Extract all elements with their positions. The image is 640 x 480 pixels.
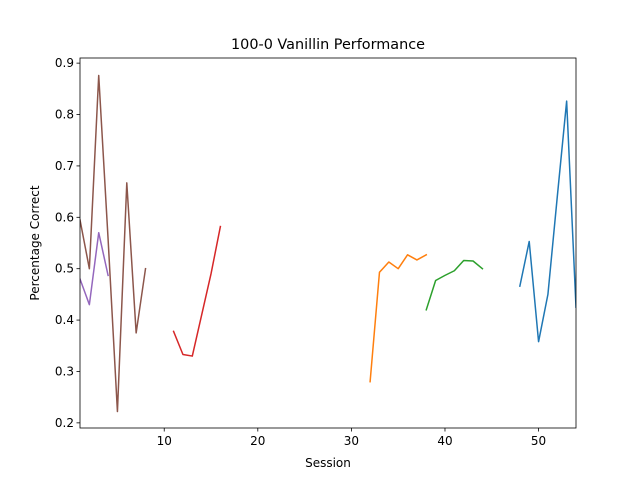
chart-title: 100-0 Vanillin Performance — [231, 37, 425, 53]
y-tick-label: 0.6 — [55, 210, 74, 224]
y-tick-label: 0.4 — [55, 313, 74, 327]
x-axis: 10 20 30 40 50 — [157, 428, 546, 448]
y-tick-label: 0.3 — [55, 364, 74, 378]
x-axis-label: Session — [305, 456, 351, 470]
plot-frame — [79, 57, 577, 429]
x-tick-label: 40 — [437, 434, 452, 448]
x-tick-label: 50 — [531, 434, 546, 448]
plot-area — [79, 57, 577, 429]
y-tick-label: 0.5 — [55, 262, 74, 276]
series-line-3 — [425, 259, 484, 311]
series-line-4 — [172, 225, 222, 357]
y-tick-label: 0.2 — [55, 416, 74, 430]
y-tick-label: 0.9 — [55, 56, 74, 70]
y-axis-label: Percentage Correct — [28, 185, 42, 300]
series-line-6 — [80, 74, 147, 413]
series-layer — [80, 74, 576, 413]
series-line-1 — [518, 100, 576, 343]
x-tick-label: 30 — [344, 434, 359, 448]
y-tick-label: 0.8 — [55, 108, 74, 122]
y-axis: 0.2 0.3 0.4 0.5 0.6 0.7 0.8 0.9 — [55, 56, 80, 430]
x-tick-label: 10 — [157, 434, 172, 448]
y-tick-label: 0.7 — [55, 159, 74, 173]
series-line-2 — [369, 253, 428, 383]
series-line-5 — [80, 231, 109, 306]
x-tick-label: 20 — [250, 434, 265, 448]
